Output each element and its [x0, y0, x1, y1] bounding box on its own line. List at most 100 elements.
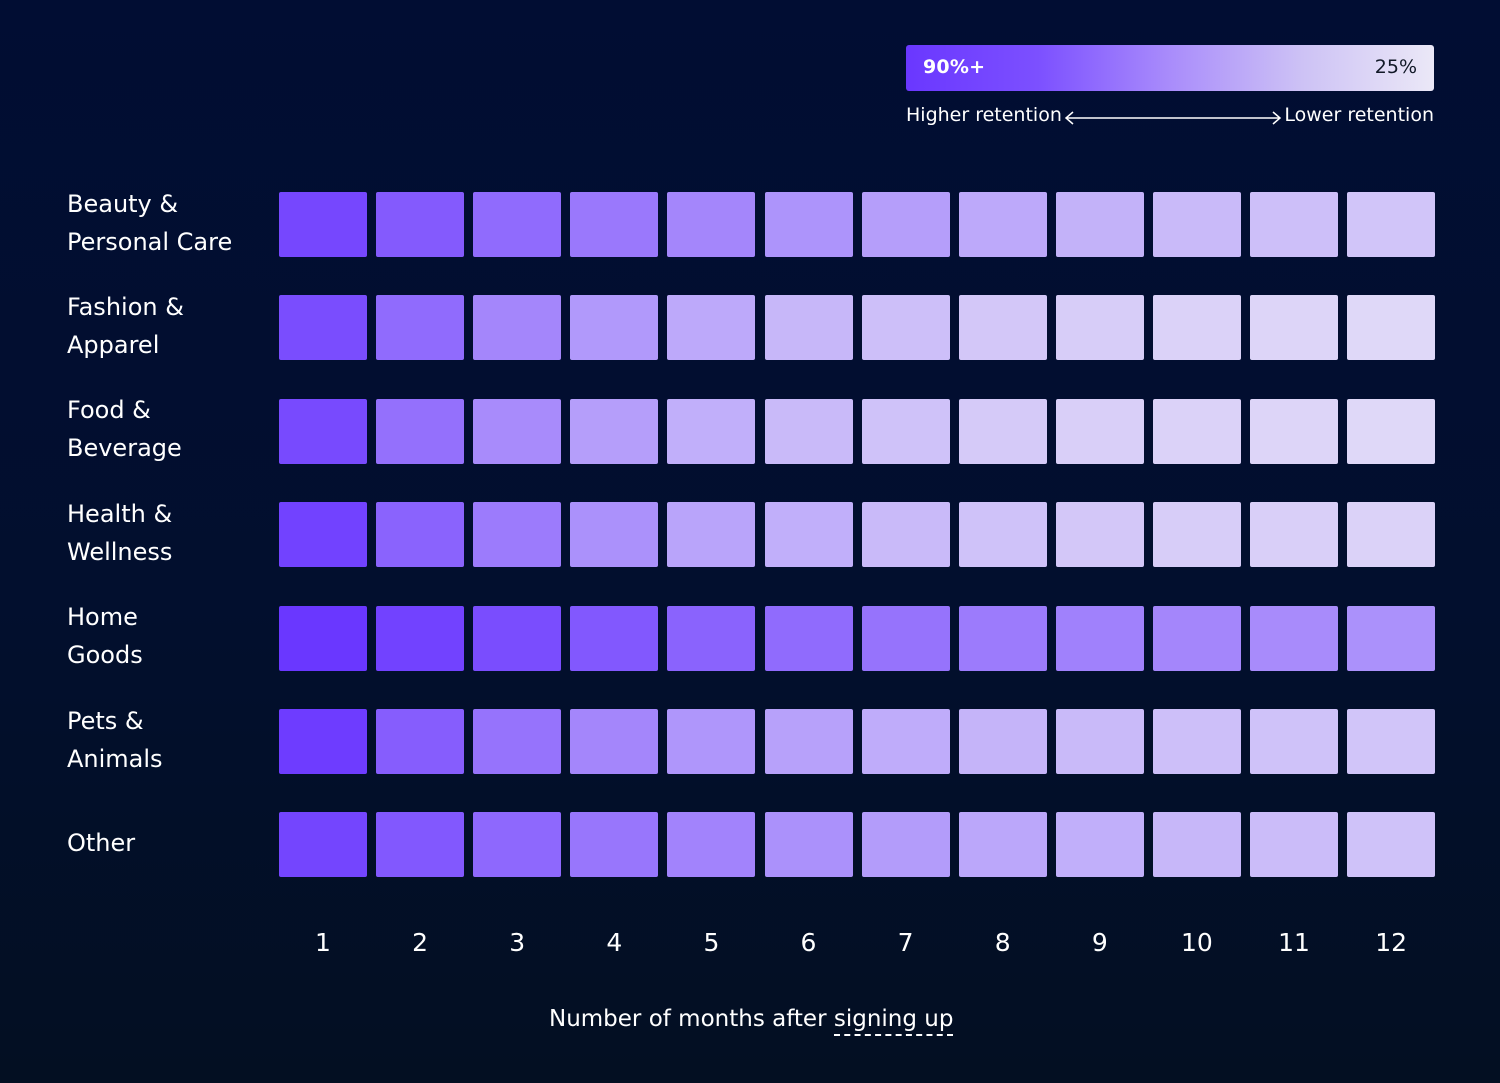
column-label: 11 — [1278, 928, 1310, 957]
heatmap-cell — [764, 502, 853, 568]
heatmap-cell — [1152, 709, 1241, 774]
heatmap-cell — [1152, 295, 1241, 361]
row-label-line: Fashion & — [67, 292, 184, 321]
heatmap-cell — [764, 398, 853, 464]
heatmap-cell — [1347, 295, 1436, 361]
heatmap-cell — [958, 295, 1047, 361]
heatmap-cell — [570, 295, 659, 361]
heatmap-cell — [764, 605, 853, 671]
heatmap-cell — [764, 295, 853, 361]
row-label-line: Animals — [67, 744, 163, 773]
row-label-line: Home — [67, 603, 138, 632]
heatmap-cell — [667, 709, 756, 774]
heatmap-cell — [1250, 605, 1338, 671]
row-label: Home Goods — [67, 598, 267, 674]
heatmap-cell — [1347, 398, 1436, 464]
row-label-line: Pets & — [67, 706, 144, 735]
heatmap-cell — [667, 295, 756, 361]
heatmap-cell — [667, 812, 756, 878]
row-label-line: Health & — [67, 499, 173, 528]
heatmap-cell — [570, 709, 659, 774]
column-label: 2 — [412, 928, 429, 957]
heatmap-cell — [1055, 812, 1144, 878]
row-label-line: Apparel — [67, 330, 160, 359]
row-label-line: Other — [67, 828, 136, 857]
heatmap-cell — [1250, 812, 1338, 878]
heatmap-cell — [570, 192, 659, 257]
row-label: Fashion & Apparel — [67, 288, 267, 364]
heatmap-cell — [958, 192, 1047, 257]
heatmap-cell — [958, 605, 1047, 671]
legend-low-value: 25% — [1374, 56, 1417, 78]
column-label: 5 — [703, 928, 720, 957]
legend-high-value: 90%+ — [923, 56, 986, 78]
column-label: 7 — [897, 928, 914, 957]
column-label: 6 — [800, 928, 817, 957]
column-label: 9 — [1091, 928, 1108, 957]
column-label: 10 — [1180, 928, 1213, 957]
heatmap-cell — [1347, 502, 1436, 568]
heatmap-cell — [473, 812, 562, 878]
x-axis-title-emphasis: signing up — [833, 1006, 954, 1036]
heatmap-cell — [1250, 192, 1338, 257]
heatmap-cell — [861, 192, 950, 257]
row-label: Food & Beverage — [67, 391, 267, 467]
heatmap-cell — [1055, 709, 1144, 774]
column-label: 12 — [1375, 928, 1407, 957]
row-label-line: Personal Care — [67, 227, 233, 256]
heatmap-cell — [376, 812, 465, 878]
heatmap-cell — [1347, 605, 1436, 671]
x-axis-title-text: Number of months after — [549, 1006, 827, 1032]
heatmap-cell — [1055, 295, 1144, 361]
heatmap-cell — [861, 709, 950, 774]
heatmap-cell — [1055, 605, 1144, 671]
row-label-line: Beverage — [67, 434, 182, 463]
row-label-line: Goods — [67, 641, 143, 670]
heatmap-cell — [570, 502, 659, 568]
higher-retention-label: Higher retention — [906, 104, 1062, 126]
row-label: Beauty & Personal Care — [67, 185, 267, 261]
heatmap-cell — [1055, 398, 1144, 464]
heatmap-cell — [764, 709, 853, 774]
heatmap-cell — [376, 398, 465, 464]
heatmap-cell — [764, 812, 853, 878]
heatmap-cell — [570, 605, 659, 671]
heatmap-cell — [376, 295, 465, 361]
heatmap-cell — [570, 812, 659, 878]
heatmap-cell — [473, 502, 562, 568]
lower-retention-label: Lower retention — [1284, 104, 1434, 126]
heatmap-cell — [861, 605, 950, 671]
heatmap-cell — [1055, 192, 1144, 257]
heatmap-cell — [279, 502, 367, 568]
heatmap-cell — [1055, 502, 1144, 568]
column-label: 8 — [994, 928, 1011, 957]
heatmap-cell — [667, 605, 756, 671]
heatmap-cell — [570, 398, 659, 464]
heatmap-cell — [1152, 502, 1241, 568]
heatmap-cell — [376, 709, 465, 774]
row-label-line: Beauty & — [67, 189, 179, 218]
heatmap-cell — [1152, 192, 1241, 257]
legend-gradient-bar: 90%+ 25% — [906, 45, 1434, 91]
heatmap-cell — [473, 192, 562, 257]
heatmap-cell — [1250, 502, 1338, 568]
heatmap-cell — [1250, 295, 1338, 361]
heatmap-cell — [1152, 812, 1241, 878]
heatmap-cell — [279, 605, 367, 671]
heatmap-cell — [279, 295, 367, 361]
heatmap-cell — [1347, 812, 1436, 878]
heatmap-cell — [958, 709, 1047, 774]
row-label: Health & Wellness — [67, 495, 267, 571]
heatmap-cell — [667, 502, 756, 568]
heatmap-cell — [667, 398, 756, 464]
heatmap-cell — [861, 812, 950, 878]
heatmap-cell — [1347, 192, 1436, 257]
heatmap-cell — [958, 502, 1047, 568]
column-label: 3 — [509, 928, 526, 957]
heatmap-cell — [279, 709, 367, 774]
heatmap-cell — [667, 192, 756, 257]
heatmap-cell — [958, 398, 1047, 464]
heatmap-cell — [279, 812, 367, 878]
heatmap-cell — [958, 812, 1047, 878]
row-label: Pets & Animals — [67, 702, 267, 778]
